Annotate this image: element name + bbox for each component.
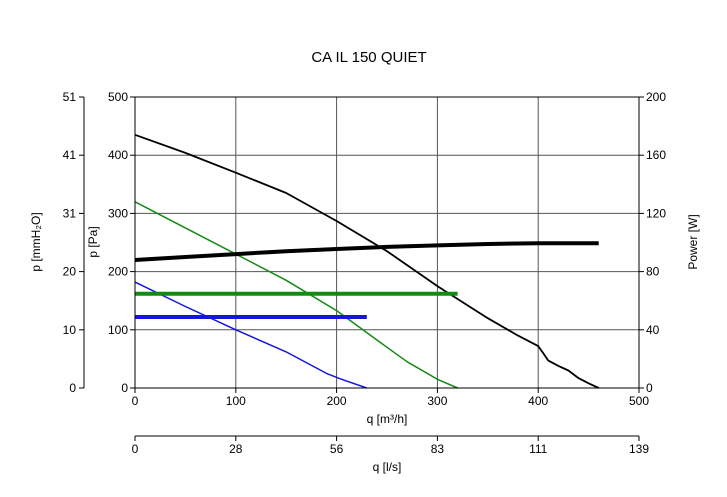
x-tick-label: 0 bbox=[132, 394, 139, 408]
y-mm-tick-label: 20 bbox=[63, 265, 77, 279]
grid bbox=[135, 97, 639, 388]
y-axis-power-label: Power [W] bbox=[686, 214, 700, 269]
y-right-tick-label: 200 bbox=[646, 90, 666, 104]
y-right-tick-label: 80 bbox=[646, 265, 660, 279]
x-tick-label: 500 bbox=[629, 394, 649, 408]
series-line-4 bbox=[134, 241, 599, 262]
x-tick-label: 200 bbox=[327, 394, 347, 408]
y-right-tick-label: 40 bbox=[646, 323, 660, 337]
y-mm-tick-label: 31 bbox=[63, 206, 77, 220]
y-tick-label: 400 bbox=[108, 148, 128, 162]
y-axis-pa-ticks: 0 100 200 300 400 500 bbox=[108, 90, 135, 395]
x2-tick-label: 83 bbox=[431, 442, 445, 456]
y-mm-tick-label: 51 bbox=[63, 90, 77, 104]
y-right-tick-label: 120 bbox=[646, 206, 666, 220]
x2-tick-label: 28 bbox=[229, 442, 243, 456]
x-tick-label: 400 bbox=[528, 394, 548, 408]
x-tick-label: 300 bbox=[427, 394, 447, 408]
y-mm-tick-label: 0 bbox=[69, 381, 76, 395]
x2-tick-label: 139 bbox=[629, 442, 649, 456]
plot-frame bbox=[134, 96, 640, 389]
y-tick-label: 0 bbox=[121, 381, 128, 395]
y-tick-label: 300 bbox=[108, 206, 128, 220]
plot-series bbox=[134, 133, 600, 389]
series-line-1 bbox=[134, 133, 600, 389]
y-tick-label: 100 bbox=[108, 323, 128, 337]
y-axis-pa-label: p [Pa] bbox=[86, 226, 100, 257]
y-right-tick-label: 160 bbox=[646, 148, 666, 162]
series-line-3 bbox=[134, 281, 368, 389]
x-axis-ls-ticks: 0 28 56 83 111 139 bbox=[132, 436, 649, 456]
y-tick-label: 200 bbox=[108, 265, 128, 279]
y-mm-tick-label: 41 bbox=[63, 148, 77, 162]
x-tick-label: 100 bbox=[226, 394, 246, 408]
x2-tick-label: 111 bbox=[529, 442, 548, 456]
y-mm-tick-label: 10 bbox=[63, 323, 77, 337]
y-tick-label: 500 bbox=[108, 90, 128, 104]
series-line-2 bbox=[134, 201, 458, 389]
y-axis-mm-ticks: 0 10 20 31 41 51 bbox=[63, 90, 84, 395]
x-axis-ls-label: q [l/s] bbox=[373, 460, 402, 474]
y-axis-mm-label: p [mmH₂O] bbox=[29, 212, 43, 271]
x-axis-m3h-label: q [m³/h] bbox=[367, 412, 408, 426]
x-axis-m3h-ticks: 0 100 200 300 400 500 bbox=[132, 388, 649, 408]
y-right-tick-label: 0 bbox=[646, 381, 653, 395]
chart-title: CA IL 150 QUIET bbox=[311, 49, 426, 66]
x2-tick-label: 0 bbox=[132, 442, 139, 456]
y-axis-power-ticks: 0 40 80 120 160 200 bbox=[639, 90, 666, 395]
x2-tick-label: 56 bbox=[330, 442, 344, 456]
